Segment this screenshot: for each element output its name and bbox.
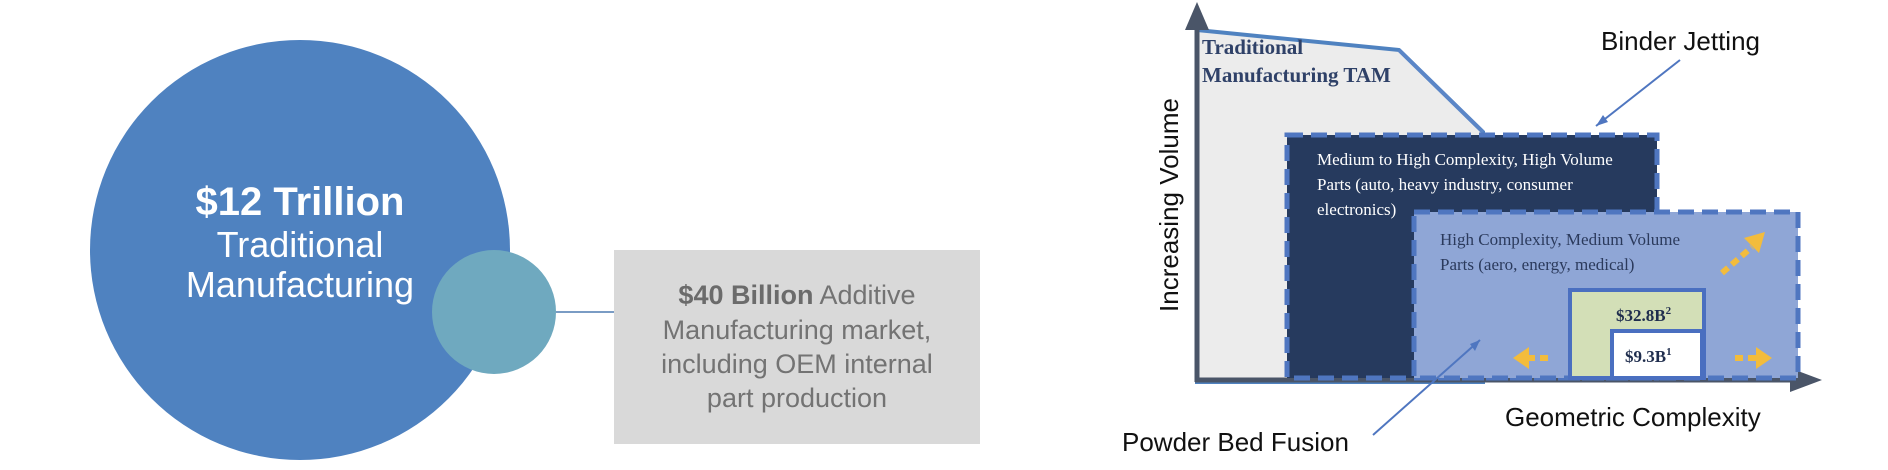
tam-label-line2: Manufacturing TAM — [1202, 63, 1391, 87]
additive-text-4: part production — [706, 383, 888, 414]
powder-callout-line — [1372, 339, 1481, 436]
additive-amount: $40 Billion — [678, 280, 814, 311]
arrow-diagonal-icon — [1720, 232, 1765, 276]
binder-jetting-label: Binder Jetting — [1601, 26, 1760, 56]
light-box-text-line2: Parts (aero, energy, medical) — [1440, 255, 1634, 274]
arrow-left-icon — [1513, 347, 1548, 369]
white-box-value: $9.3B1 — [1625, 346, 1672, 366]
dark-box-text-line2: Parts (auto, heavy industry, consumer — [1317, 175, 1573, 194]
binder-callout-line — [1595, 59, 1681, 127]
white-value-box — [1610, 329, 1704, 380]
additive-market-text: $40 Billion Additive Manufacturing marke… — [641, 278, 953, 415]
arrow-right-icon — [1735, 347, 1772, 369]
tam-label-line1: Traditional — [1202, 35, 1303, 59]
white-value: $9.3B — [1625, 347, 1666, 366]
traditional-label-line2: Manufacturing — [185, 264, 415, 306]
white-sup: 1 — [1666, 346, 1672, 358]
green-value: $32.8B — [1616, 306, 1666, 325]
y-axis-arrowhead — [1185, 2, 1209, 30]
green-box-value: $32.8B2 — [1616, 305, 1672, 325]
additive-text-3: including OEM internal — [661, 349, 933, 379]
tam-edge — [1397, 48, 1485, 134]
traditional-manufacturing-circle — [90, 40, 510, 460]
y-axis-label: Increasing Volume — [1154, 98, 1184, 312]
dark-box-text-line3: electronics) — [1317, 200, 1396, 219]
additive-text-1: Additive — [813, 280, 916, 311]
x-axis-label: Geometric Complexity — [1505, 402, 1761, 432]
dark-box-text-line1: Medium to High Complexity, High Volume — [1317, 150, 1613, 169]
additive-market-box: $40 Billion Additive Manufacturing marke… — [614, 250, 980, 444]
additive-text-2: Manufacturing market, — [662, 314, 932, 345]
light-box-text-line1: High Complexity, Medium Volume — [1440, 230, 1680, 249]
green-sup: 2 — [1666, 305, 1672, 317]
traditional-amount: $12 Trillion — [195, 180, 405, 224]
traditional-label-line1: Traditional — [216, 223, 384, 265]
powder-bed-label: Powder Bed Fusion — [1122, 427, 1349, 457]
traditional-manufacturing-label: $12 Trillion Traditional Manufacturing — [120, 180, 480, 305]
connector-line — [556, 311, 614, 313]
additive-manufacturing-circle — [432, 250, 556, 374]
